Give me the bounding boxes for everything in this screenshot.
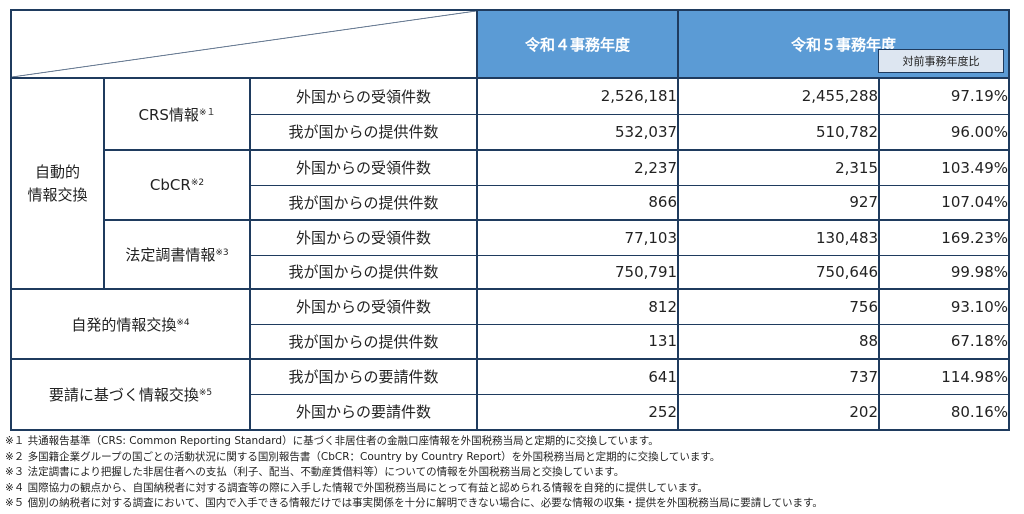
row-r4-value: 750,791 [476, 254, 680, 290]
subcategory-crs-label: CRS情報 [138, 105, 199, 124]
note-ref-2: ※2 [190, 178, 205, 188]
row-ratio-value: 67.18% [878, 323, 1011, 360]
row-ratio-value: 169.23% [878, 219, 1011, 256]
row-ratio-value: 96.00% [878, 113, 1011, 151]
row-ratio-value: 99.98% [878, 254, 1011, 290]
row-r4-value: 2,526,181 [476, 77, 680, 115]
row-label: 我が国からの提供件数 [248, 184, 479, 221]
row-r5-value: 130,483 [677, 219, 881, 256]
row-label: 我が国からの要請件数 [248, 358, 479, 395]
row-r4-value: 2,237 [476, 149, 680, 186]
row-label: 外国からの受領件数 [248, 288, 479, 325]
note-ref-3: ※3 [215, 248, 229, 258]
row-r5-value: 756 [677, 288, 881, 325]
exchange-statistics-table: 令和４事務年度 令和５事務年度 対前事務年度比 自動的 情報交換 CRS情報※１… [9, 9, 1011, 431]
header-r5-label: 令和５事務年度 [791, 36, 897, 54]
note-ref-1: ※１ [198, 107, 216, 118]
row-r5-value: 510,782 [677, 113, 881, 151]
row-label: 外国からの要請件数 [248, 393, 479, 431]
row-r4-value: 812 [476, 288, 680, 325]
row-label: 外国からの受領件数 [248, 77, 479, 115]
row-r4-value: 532,037 [476, 113, 680, 151]
row-r4-value: 252 [476, 393, 680, 431]
row-ratio-value: 97.19% [878, 77, 1011, 115]
header-r5: 令和５事務年度 対前事務年度比 [677, 9, 1011, 79]
row-r4-value: 641 [476, 358, 680, 395]
row-r4-value: 866 [476, 184, 680, 221]
footnotes: ※１ 共通報告基準（CRS: Common Reporting Standard… [5, 434, 823, 512]
row-label: 我が国からの提供件数 [248, 113, 479, 151]
note-ref-5: ※5 [198, 388, 213, 398]
category-request-exchange: 要請に基づく情報交換※5 [10, 358, 251, 431]
category-spontaneous-exchange: 自発的情報交換※4 [10, 288, 251, 360]
subcategory-cbcr: CbCR※2 [103, 149, 251, 221]
row-ratio-value: 114.98% [878, 358, 1011, 395]
row-label: 我が国からの提供件数 [248, 254, 479, 290]
category-automatic-line2: 情報交換 [27, 185, 88, 204]
footnote-1: ※１ 共通報告基準（CRS: Common Reporting Standard… [5, 435, 659, 447]
row-r5-value: 2,455,288 [677, 77, 881, 115]
subcategory-cbcr-label: CbCR [149, 176, 191, 194]
footnote-5: ※５ 個別の納税者に対する調査において、国内で入手できる情報だけでは事実関係を十… [5, 497, 823, 509]
row-label: 外国からの受領件数 [248, 219, 479, 256]
category-automatic-line1: 自動的 [34, 162, 80, 181]
row-label: 我が国からの提供件数 [248, 323, 479, 360]
row-r4-value: 77,103 [476, 219, 680, 256]
header-ratio-label: 対前事務年度比 [878, 49, 1005, 73]
row-label: 外国からの受領件数 [248, 149, 479, 186]
row-r5-value: 737 [677, 358, 881, 395]
footnote-3: ※３ 法定調書により把握した非居住者への支払（利子、配当、不動産賃借料等）につい… [5, 466, 625, 478]
row-r4-value: 131 [476, 323, 680, 360]
subcategory-legal-reports: 法定調書情報※3 [103, 219, 251, 290]
row-r5-value: 202 [677, 393, 881, 431]
row-r5-value: 2,315 [677, 149, 881, 186]
row-ratio-value: 80.16% [878, 393, 1011, 431]
row-ratio-value: 93.10% [878, 288, 1011, 325]
row-r5-value: 88 [677, 323, 881, 360]
header-r4-label: 令和４事務年度 [525, 35, 631, 54]
corner-diagonal-cell [9, 9, 479, 79]
row-r5-value: 927 [677, 184, 881, 221]
subcategory-legal-label: 法定調書情報 [125, 246, 216, 264]
row-r5-value: 750,646 [677, 254, 881, 290]
note-ref-4: ※4 [176, 317, 190, 328]
header-r4: 令和４事務年度 [476, 9, 680, 79]
category-spontaneous-label: 自発的情報交換 [71, 315, 177, 334]
row-ratio-value: 103.49% [878, 149, 1011, 186]
category-request-label: 要請に基づく情報交換 [48, 386, 199, 404]
footnote-4: ※４ 国際協力の観点から、自国納税者に対する調査等の際に入手した情報で外国税務当… [5, 481, 708, 494]
row-ratio-value: 107.04% [878, 184, 1011, 221]
footnote-2: ※２ 多国籍企業グループの国ごとの活動状況に関する国別報告書（CbCR：Coun… [5, 450, 721, 463]
category-automatic-exchange: 自動的 情報交換 [10, 77, 105, 290]
subcategory-crs: CRS情報※１ [103, 77, 251, 151]
